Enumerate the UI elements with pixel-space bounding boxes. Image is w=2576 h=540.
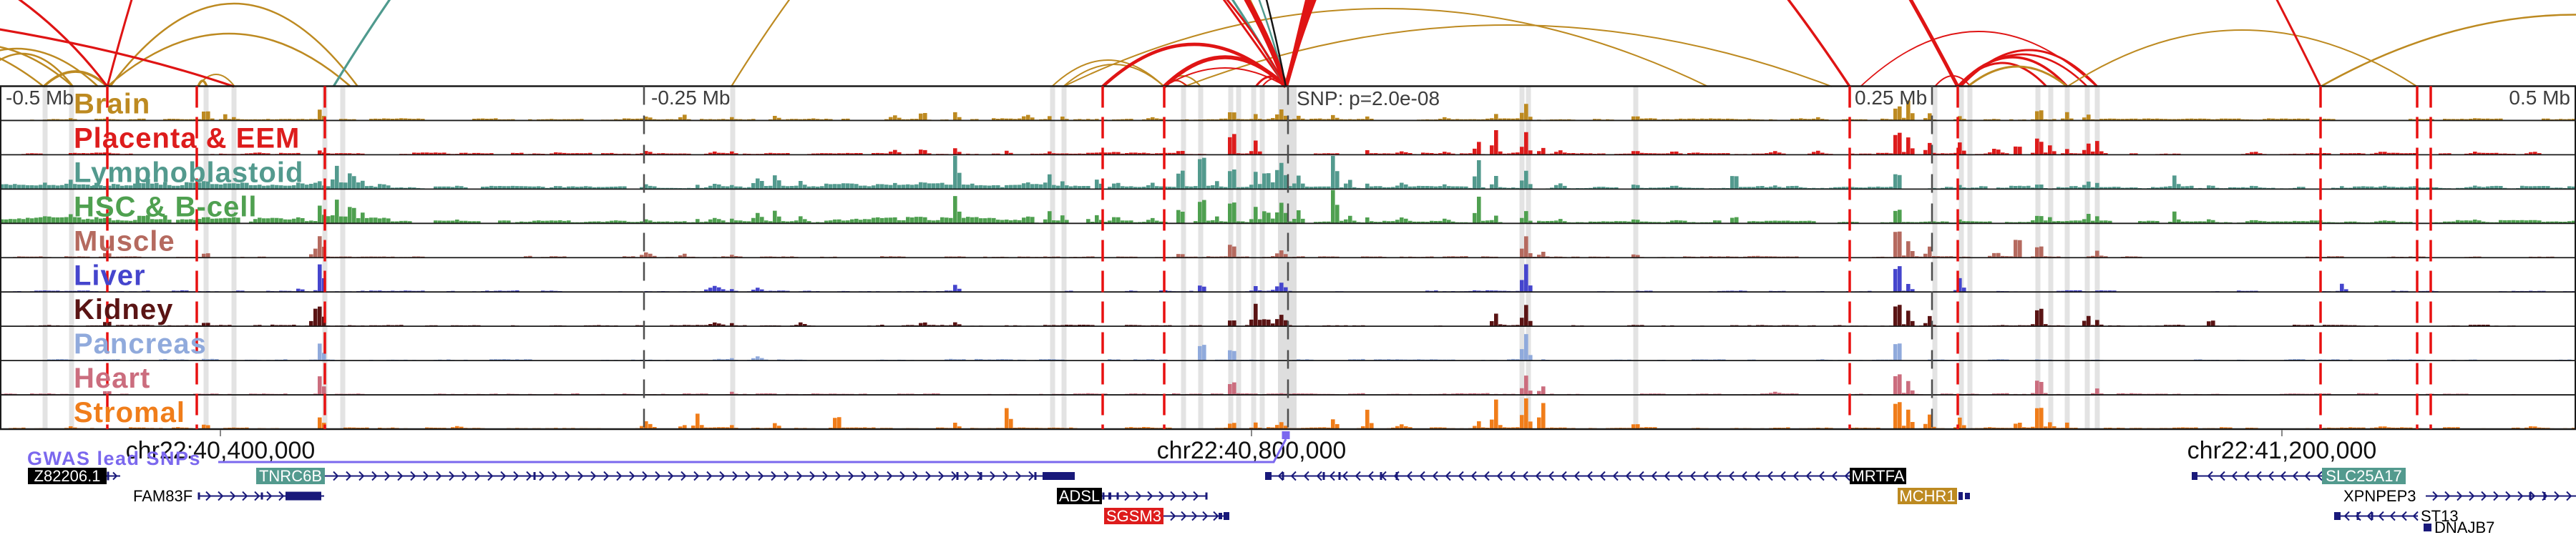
svg-text:GWAS lead SNPs: GWAS lead SNPs [27,448,201,469]
svg-text:0.5 Mb: 0.5 Mb [2509,87,2570,109]
svg-text:XPNPEP3: XPNPEP3 [2343,487,2416,505]
svg-text:Z82206.1: Z82206.1 [34,467,101,485]
svg-text:ST13: ST13 [2421,507,2459,525]
svg-text:Kidney: Kidney [74,294,173,325]
svg-text:chr22:41,200,000: chr22:41,200,000 [2187,437,2377,464]
svg-text:SGSM3: SGSM3 [1106,507,1161,525]
svg-text:chr22:40,800,000: chr22:40,800,000 [1157,437,1347,464]
svg-text:chr22:40,400,000: chr22:40,400,000 [126,437,316,464]
svg-text:Liver: Liver [74,260,146,291]
svg-text:FAM83F: FAM83F [133,487,192,505]
svg-text:-0.5 Mb: -0.5 Mb [6,87,74,109]
svg-text:Muscle: Muscle [74,225,175,257]
svg-text:SLC25A17: SLC25A17 [2326,467,2401,485]
svg-text:DNAJB7: DNAJB7 [2434,519,2494,536]
svg-text:-0.25 Mb: -0.25 Mb [651,87,731,109]
svg-text:Stromal: Stromal [74,397,185,428]
svg-text:HSC & B-cell: HSC & B-cell [74,191,258,222]
svg-text:Heart: Heart [74,363,150,394]
svg-text:Lymphoblastoid: Lymphoblastoid [74,157,303,188]
svg-text:ADSL: ADSL [1059,487,1100,505]
svg-text:Brain: Brain [74,89,150,120]
svg-text:MCHR1: MCHR1 [1899,487,1955,505]
svg-text:TNRC6B: TNRC6B [259,467,322,485]
svg-text:Placenta & EEM: Placenta & EEM [74,122,300,154]
svg-text:SNP: p=2.0e-08: SNP: p=2.0e-08 [1297,87,1440,109]
svg-text:Pancreas: Pancreas [74,328,207,360]
svg-text:MRTFA: MRTFA [1851,467,1904,485]
svg-text:0.25 Mb: 0.25 Mb [1855,87,1927,109]
